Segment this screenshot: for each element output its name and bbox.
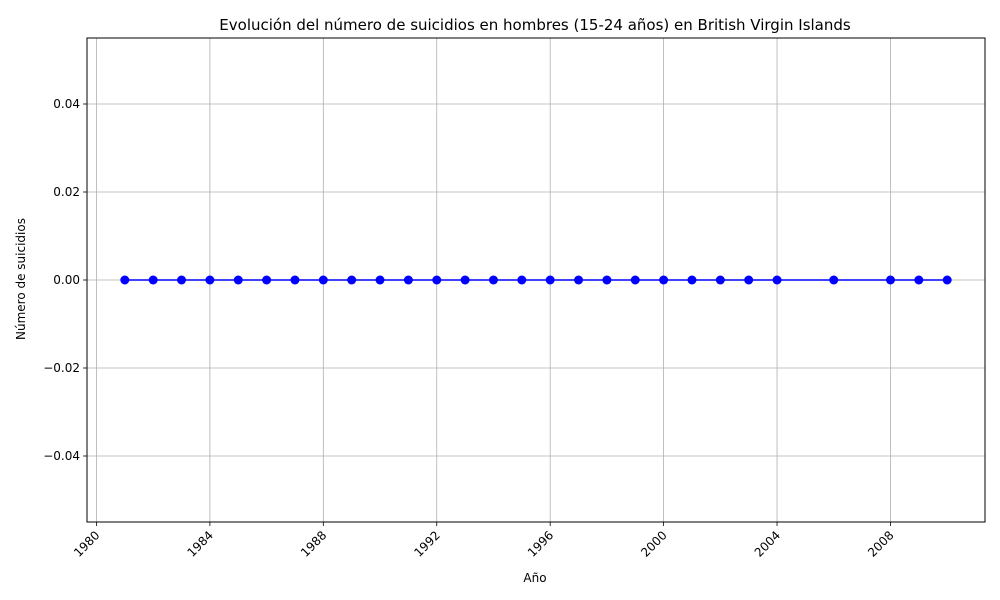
data-point [517,275,527,285]
data-point [488,275,498,285]
data-point [602,275,612,285]
data-point [177,275,187,285]
y-tick-label: −0.02 [43,361,80,375]
data-point [687,275,697,285]
data-point [318,275,328,285]
data-point [375,275,385,285]
data-point [630,275,640,285]
data-point [744,275,754,285]
data-point [262,275,272,285]
data-point [432,275,442,285]
y-tick-label: −0.04 [43,449,80,463]
data-point [347,275,357,285]
data-point [233,275,243,285]
data-point [148,275,158,285]
data-point [829,275,839,285]
data-point [545,275,555,285]
data-point [403,275,413,285]
data-point [914,275,924,285]
series-layer [120,275,952,285]
data-point [120,275,130,285]
x-axis-title: Año [523,571,546,585]
data-point [659,275,669,285]
y-tick-label: 0.04 [53,97,80,111]
y-tick-label: 0.00 [53,273,80,287]
data-point [460,275,470,285]
data-point [290,275,300,285]
y-axis-ticks: −0.04 −0.02 0.00 0.02 0.04 [43,97,87,463]
data-point [942,275,952,285]
data-point [205,275,215,285]
chart-title: Evolución del número de suicidios en hom… [219,16,851,34]
data-point [772,275,782,285]
data-point [885,275,895,285]
y-axis-title: Número de suicidios [14,218,28,340]
data-point [715,275,725,285]
y-tick-label: 0.02 [53,185,80,199]
data-point [574,275,584,285]
